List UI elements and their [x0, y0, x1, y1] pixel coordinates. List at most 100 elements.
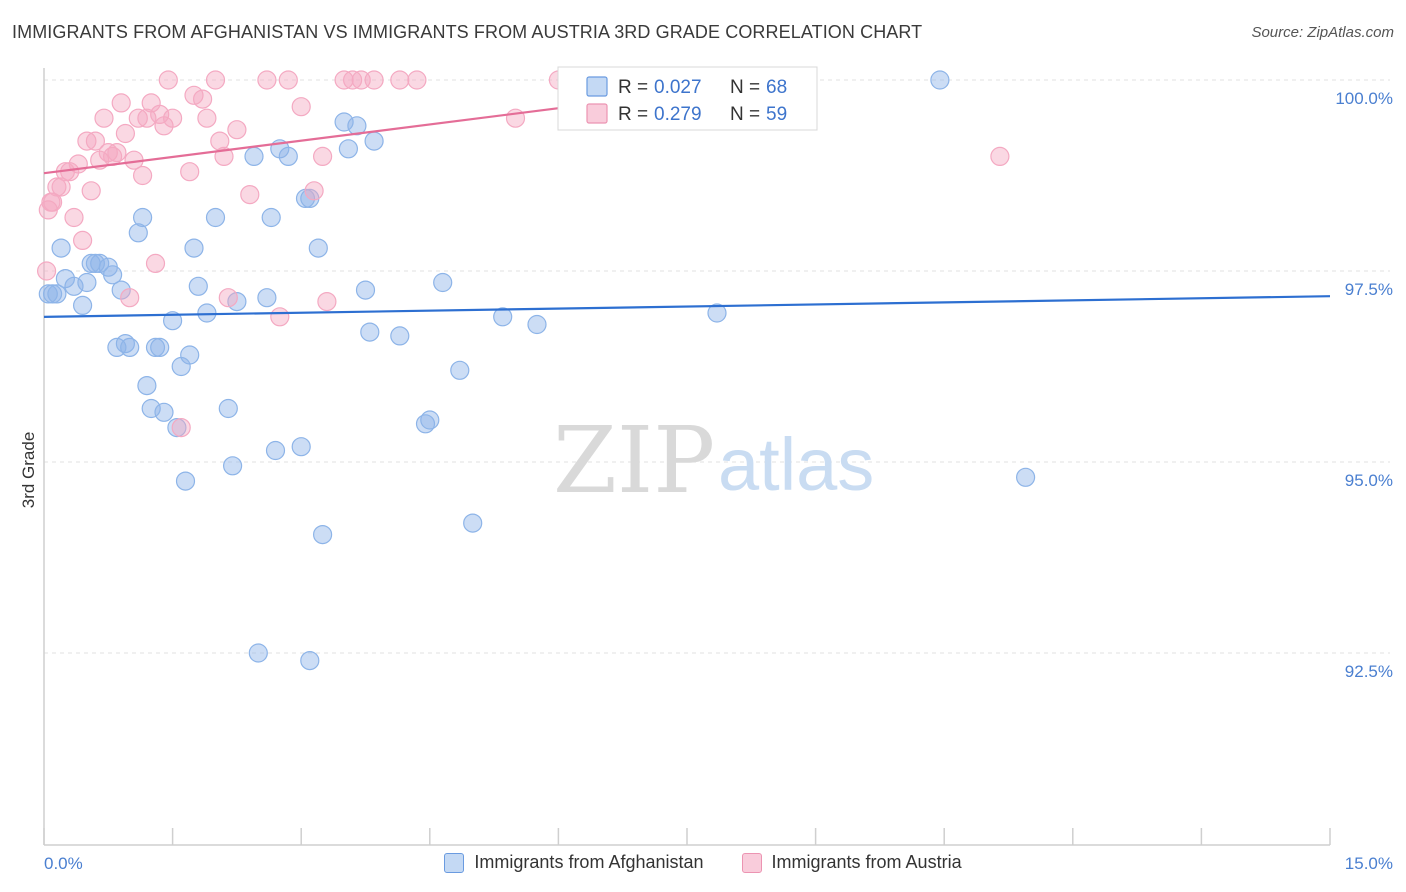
point-austria	[317, 292, 337, 312]
point-austria	[291, 97, 311, 117]
point-afghanistan	[184, 238, 204, 258]
point-afghanistan	[364, 131, 384, 151]
point-afghanistan	[930, 70, 950, 90]
point-afghanistan	[355, 280, 376, 300]
chart-legend: Immigrants from Afghanistan Immigrants f…	[0, 852, 1406, 873]
point-afghanistan	[463, 513, 483, 533]
stats-r-value: 0.027	[654, 77, 702, 98]
point-afghanistan	[180, 345, 200, 365]
legend-item-austria[interactable]: Immigrants from Austria	[741, 852, 962, 873]
point-austria	[85, 131, 106, 151]
legend-item-afghanistan[interactable]: Immigrants from Afghanistan	[444, 852, 704, 873]
point-afghanistan	[493, 307, 513, 327]
point-afghanistan	[527, 314, 547, 335]
point-afghanistan	[265, 440, 286, 461]
point-afghanistan	[450, 360, 470, 380]
watermark-zip: ZIP	[553, 407, 715, 514]
point-austria	[270, 307, 290, 327]
point-afghanistan	[261, 207, 281, 228]
point-austria	[257, 70, 277, 90]
point-austria	[990, 146, 1010, 166]
y-tick-label: 97.5%	[1345, 280, 1393, 299]
point-austria	[304, 181, 324, 201]
point-austria	[115, 123, 136, 144]
point-austria	[42, 192, 63, 212]
point-afghanistan	[163, 311, 183, 331]
y-tick-labels: 92.5% 95.0% 97.5% 100.0%	[1335, 89, 1393, 681]
point-afghanistan	[223, 456, 243, 476]
point-austria	[364, 70, 384, 90]
stats-r-value: 0.279	[654, 104, 702, 125]
axes	[43, 68, 1331, 846]
point-afghanistan	[47, 284, 67, 304]
point-austria	[407, 70, 427, 90]
stats-r-label: R =	[618, 77, 648, 98]
point-afghanistan	[145, 337, 166, 357]
point-austria	[145, 253, 166, 273]
point-afghanistan	[313, 524, 333, 545]
point-austria	[171, 418, 191, 438]
point-afghanistan	[433, 272, 453, 293]
point-afghanistan	[248, 643, 268, 663]
x-tick-labels: 0.0% 15.0%	[44, 854, 1393, 873]
stats-box: R = 0.027 N = 68 R = 0.279 N = 59	[557, 66, 818, 131]
point-austria	[278, 70, 298, 90]
stats-n-label: N =	[730, 77, 760, 98]
point-austria	[36, 261, 57, 281]
point-afghanistan	[197, 303, 217, 323]
point-austria	[120, 288, 140, 308]
point-afghanistan	[42, 284, 63, 304]
point-afghanistan	[150, 337, 170, 357]
point-afghanistan	[167, 418, 187, 438]
point-austria	[51, 177, 71, 197]
point-austria	[107, 143, 127, 163]
stats-r-label: R =	[618, 104, 648, 125]
point-afghanistan	[360, 322, 380, 342]
stats-swatch-afghanistan	[586, 76, 608, 97]
watermark-atlas: atlas	[718, 423, 874, 506]
point-austria	[94, 108, 114, 128]
point-afghanistan	[205, 207, 226, 228]
point-afghanistan	[257, 288, 277, 308]
x-tick-label: 15.0%	[1345, 854, 1393, 873]
point-afghanistan	[128, 223, 148, 243]
point-afghanistan	[1015, 467, 1036, 487]
x-tick-label: 0.0%	[44, 854, 83, 873]
point-austria	[193, 89, 213, 109]
point-afghanistan	[120, 337, 140, 357]
point-afghanistan	[154, 402, 174, 422]
point-afghanistan	[300, 650, 320, 671]
point-austria	[205, 70, 226, 90]
point-austria	[163, 108, 183, 128]
point-austria	[197, 108, 217, 128]
stats-n-value: 68	[766, 77, 787, 98]
point-afghanistan	[308, 238, 328, 258]
point-afghanistan	[707, 303, 727, 323]
point-afghanistan	[133, 207, 153, 228]
point-afghanistan	[102, 265, 123, 285]
point-austria	[72, 230, 93, 250]
legend-swatch-austria	[741, 852, 762, 873]
point-afghanistan	[244, 146, 264, 166]
point-austria	[390, 70, 410, 90]
chart-source: Source: ZipAtlas.com	[1251, 24, 1394, 41]
trend-line-afghanistan	[43, 295, 1331, 318]
legend-label: Immigrants from Afghanistan	[474, 852, 704, 872]
stats-n-label: N =	[730, 104, 760, 125]
point-afghanistan	[334, 112, 354, 132]
point-afghanistan	[188, 276, 208, 296]
y-tick-label: 92.5%	[1345, 662, 1393, 681]
grid-lines	[44, 79, 1390, 654]
point-austria	[313, 146, 333, 166]
point-afghanistan	[51, 238, 71, 258]
point-austria	[133, 165, 153, 186]
point-afghanistan	[218, 398, 238, 419]
legend-label: Immigrants from Austria	[771, 852, 962, 872]
point-afghanistan	[77, 272, 97, 293]
data-points	[36, 70, 1036, 671]
point-afghanistan	[141, 398, 161, 419]
point-austria	[81, 181, 101, 201]
point-austria	[111, 93, 131, 113]
point-austria	[64, 207, 84, 228]
